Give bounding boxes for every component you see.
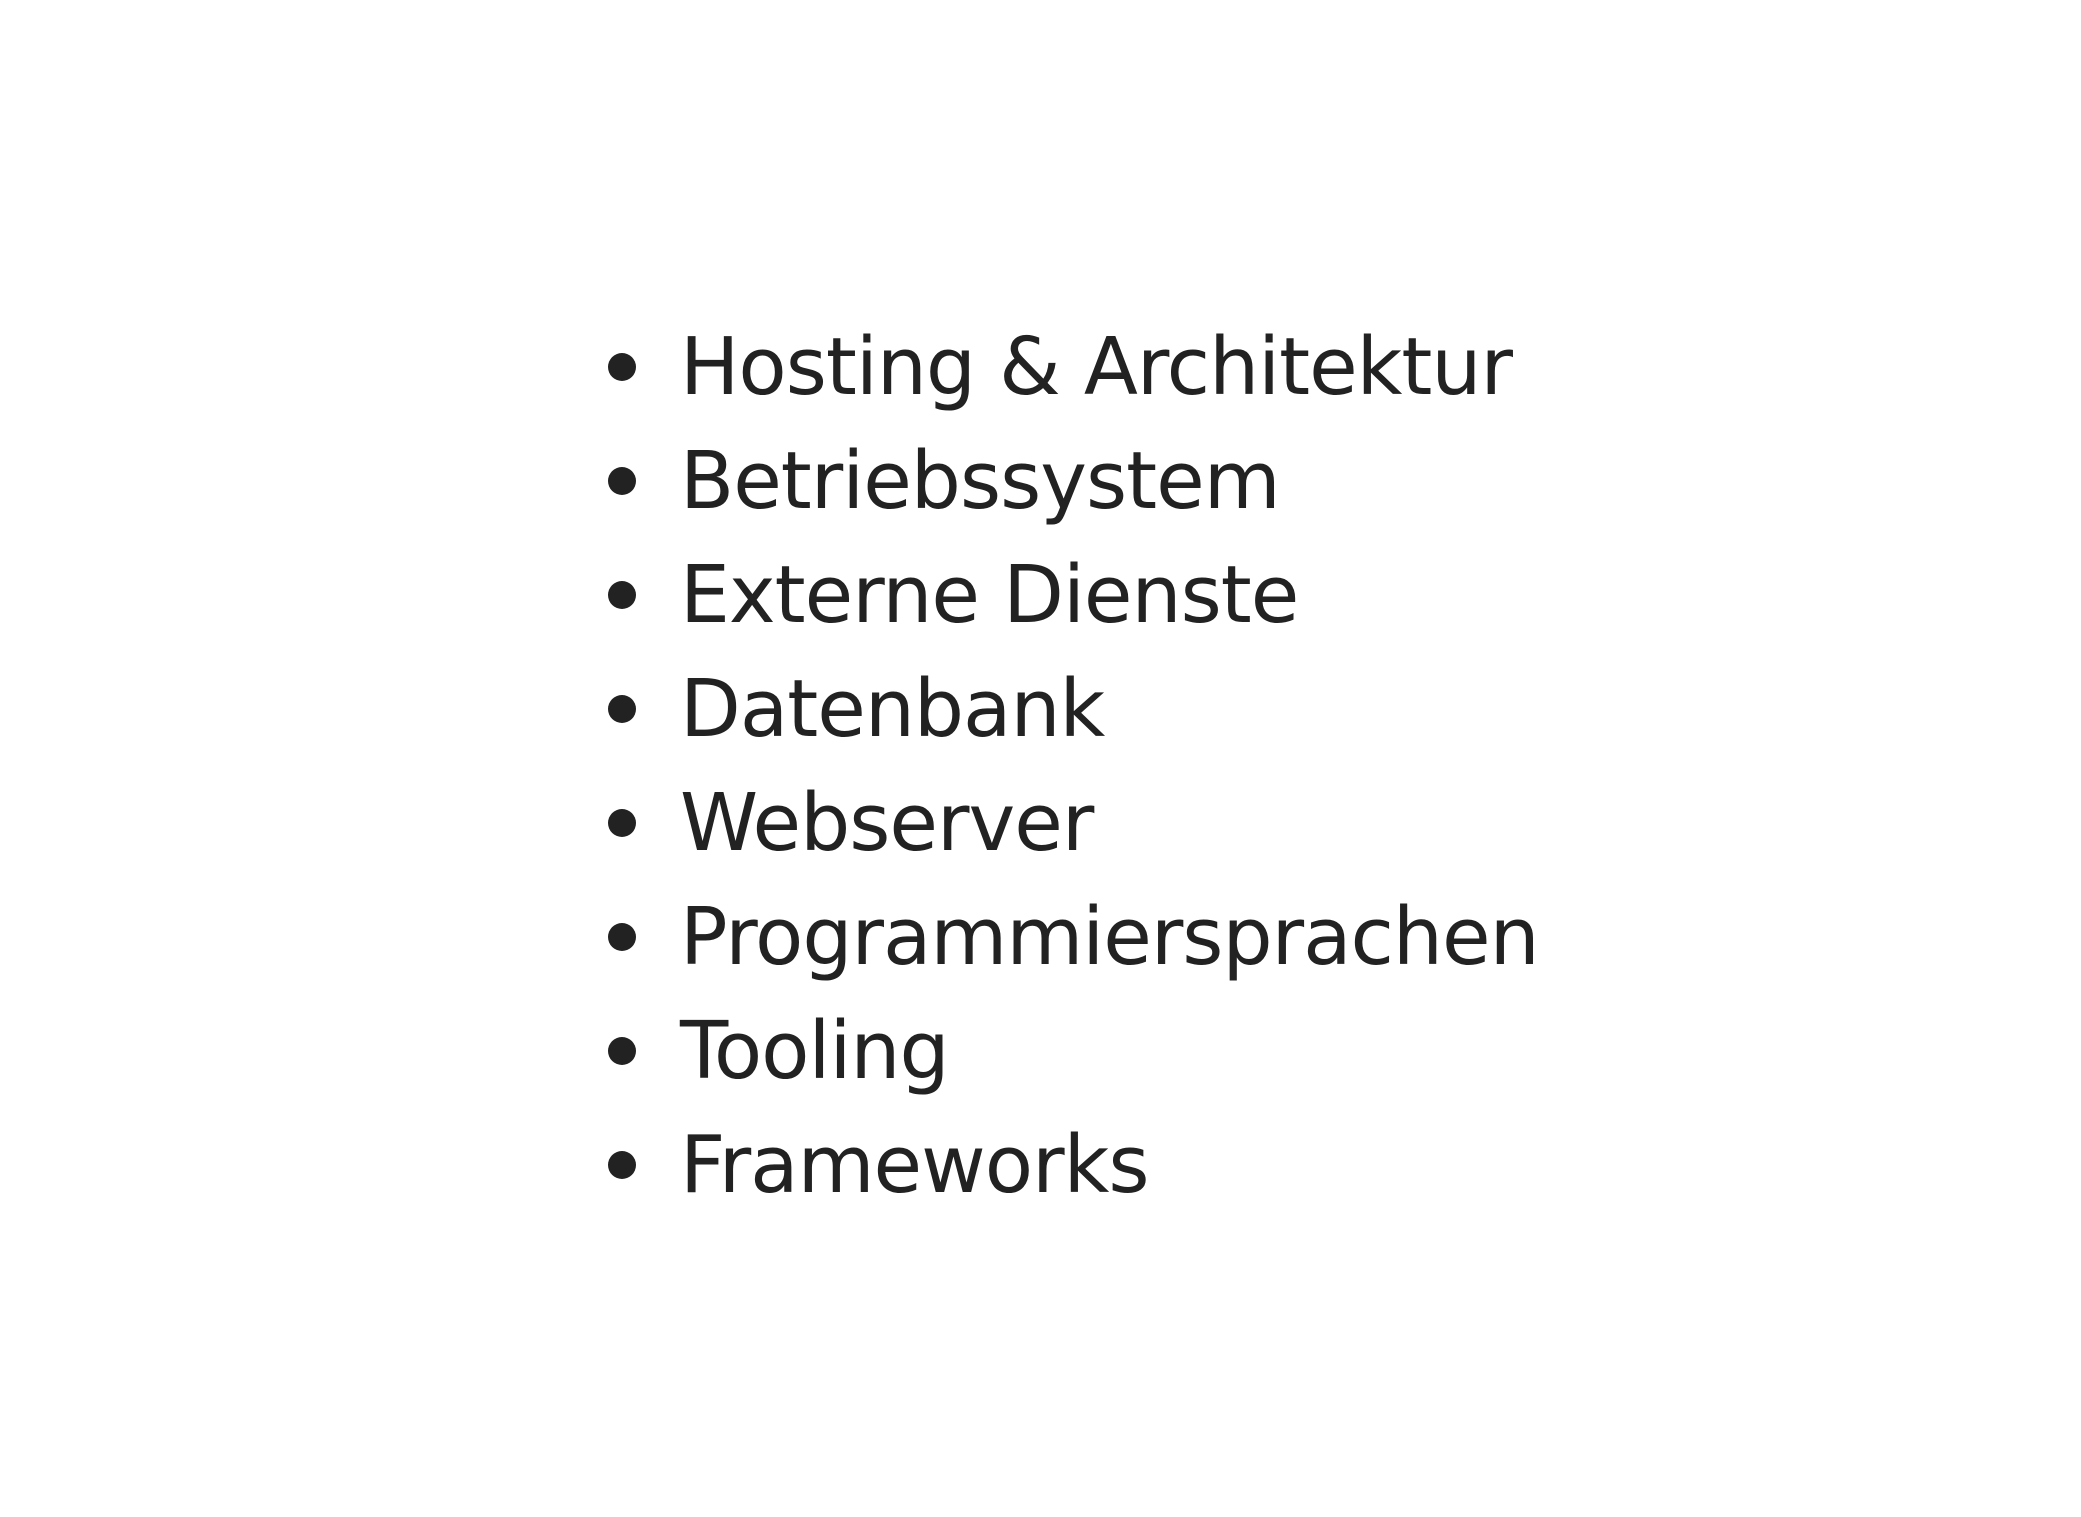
bullet-icon	[608, 695, 636, 723]
bullet-icon	[608, 467, 636, 495]
bullet-icon	[608, 1151, 636, 1179]
list-item: Programmiersprachen	[600, 880, 1540, 994]
bullet-list: Hosting & Architektur Betriebssystem Ext…	[600, 310, 1540, 1222]
list-item-label: Hosting & Architektur	[680, 320, 1513, 413]
list-item-label: Programmiersprachen	[680, 890, 1540, 983]
bullet-icon	[608, 923, 636, 951]
list-item-label: Betriebssystem	[680, 434, 1281, 527]
list-item-label: Frameworks	[680, 1118, 1149, 1211]
list-item-label: Webserver	[680, 776, 1094, 869]
list-item: Datenbank	[600, 652, 1539, 766]
bullet-icon	[608, 581, 636, 609]
list-item: Tooling	[600, 994, 1539, 1108]
list-item: Hosting & Architektur	[600, 310, 1539, 424]
bullet-icon	[608, 353, 636, 381]
list-item: Externe Dienste	[600, 538, 1539, 652]
list-item-label: Externe Dienste	[680, 548, 1299, 641]
list-item-label: Datenbank	[680, 662, 1105, 755]
list-item: Frameworks	[600, 1108, 1539, 1222]
bullet-icon	[608, 1037, 636, 1065]
list-item-label: Tooling	[680, 1004, 950, 1097]
list-item: Webserver	[600, 766, 1539, 880]
list-item: Betriebssystem	[600, 424, 1539, 538]
bullet-icon	[608, 809, 636, 837]
